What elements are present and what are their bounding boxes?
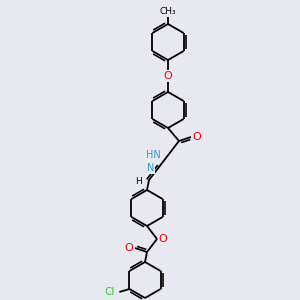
Text: O: O: [193, 132, 201, 142]
Text: HN: HN: [146, 150, 161, 160]
Text: O: O: [164, 71, 172, 81]
Text: O: O: [159, 234, 167, 244]
Text: N: N: [147, 163, 154, 173]
Text: Cl: Cl: [104, 287, 114, 297]
Text: CH₃: CH₃: [160, 8, 176, 16]
Text: H: H: [135, 176, 142, 185]
Text: O: O: [124, 243, 134, 253]
